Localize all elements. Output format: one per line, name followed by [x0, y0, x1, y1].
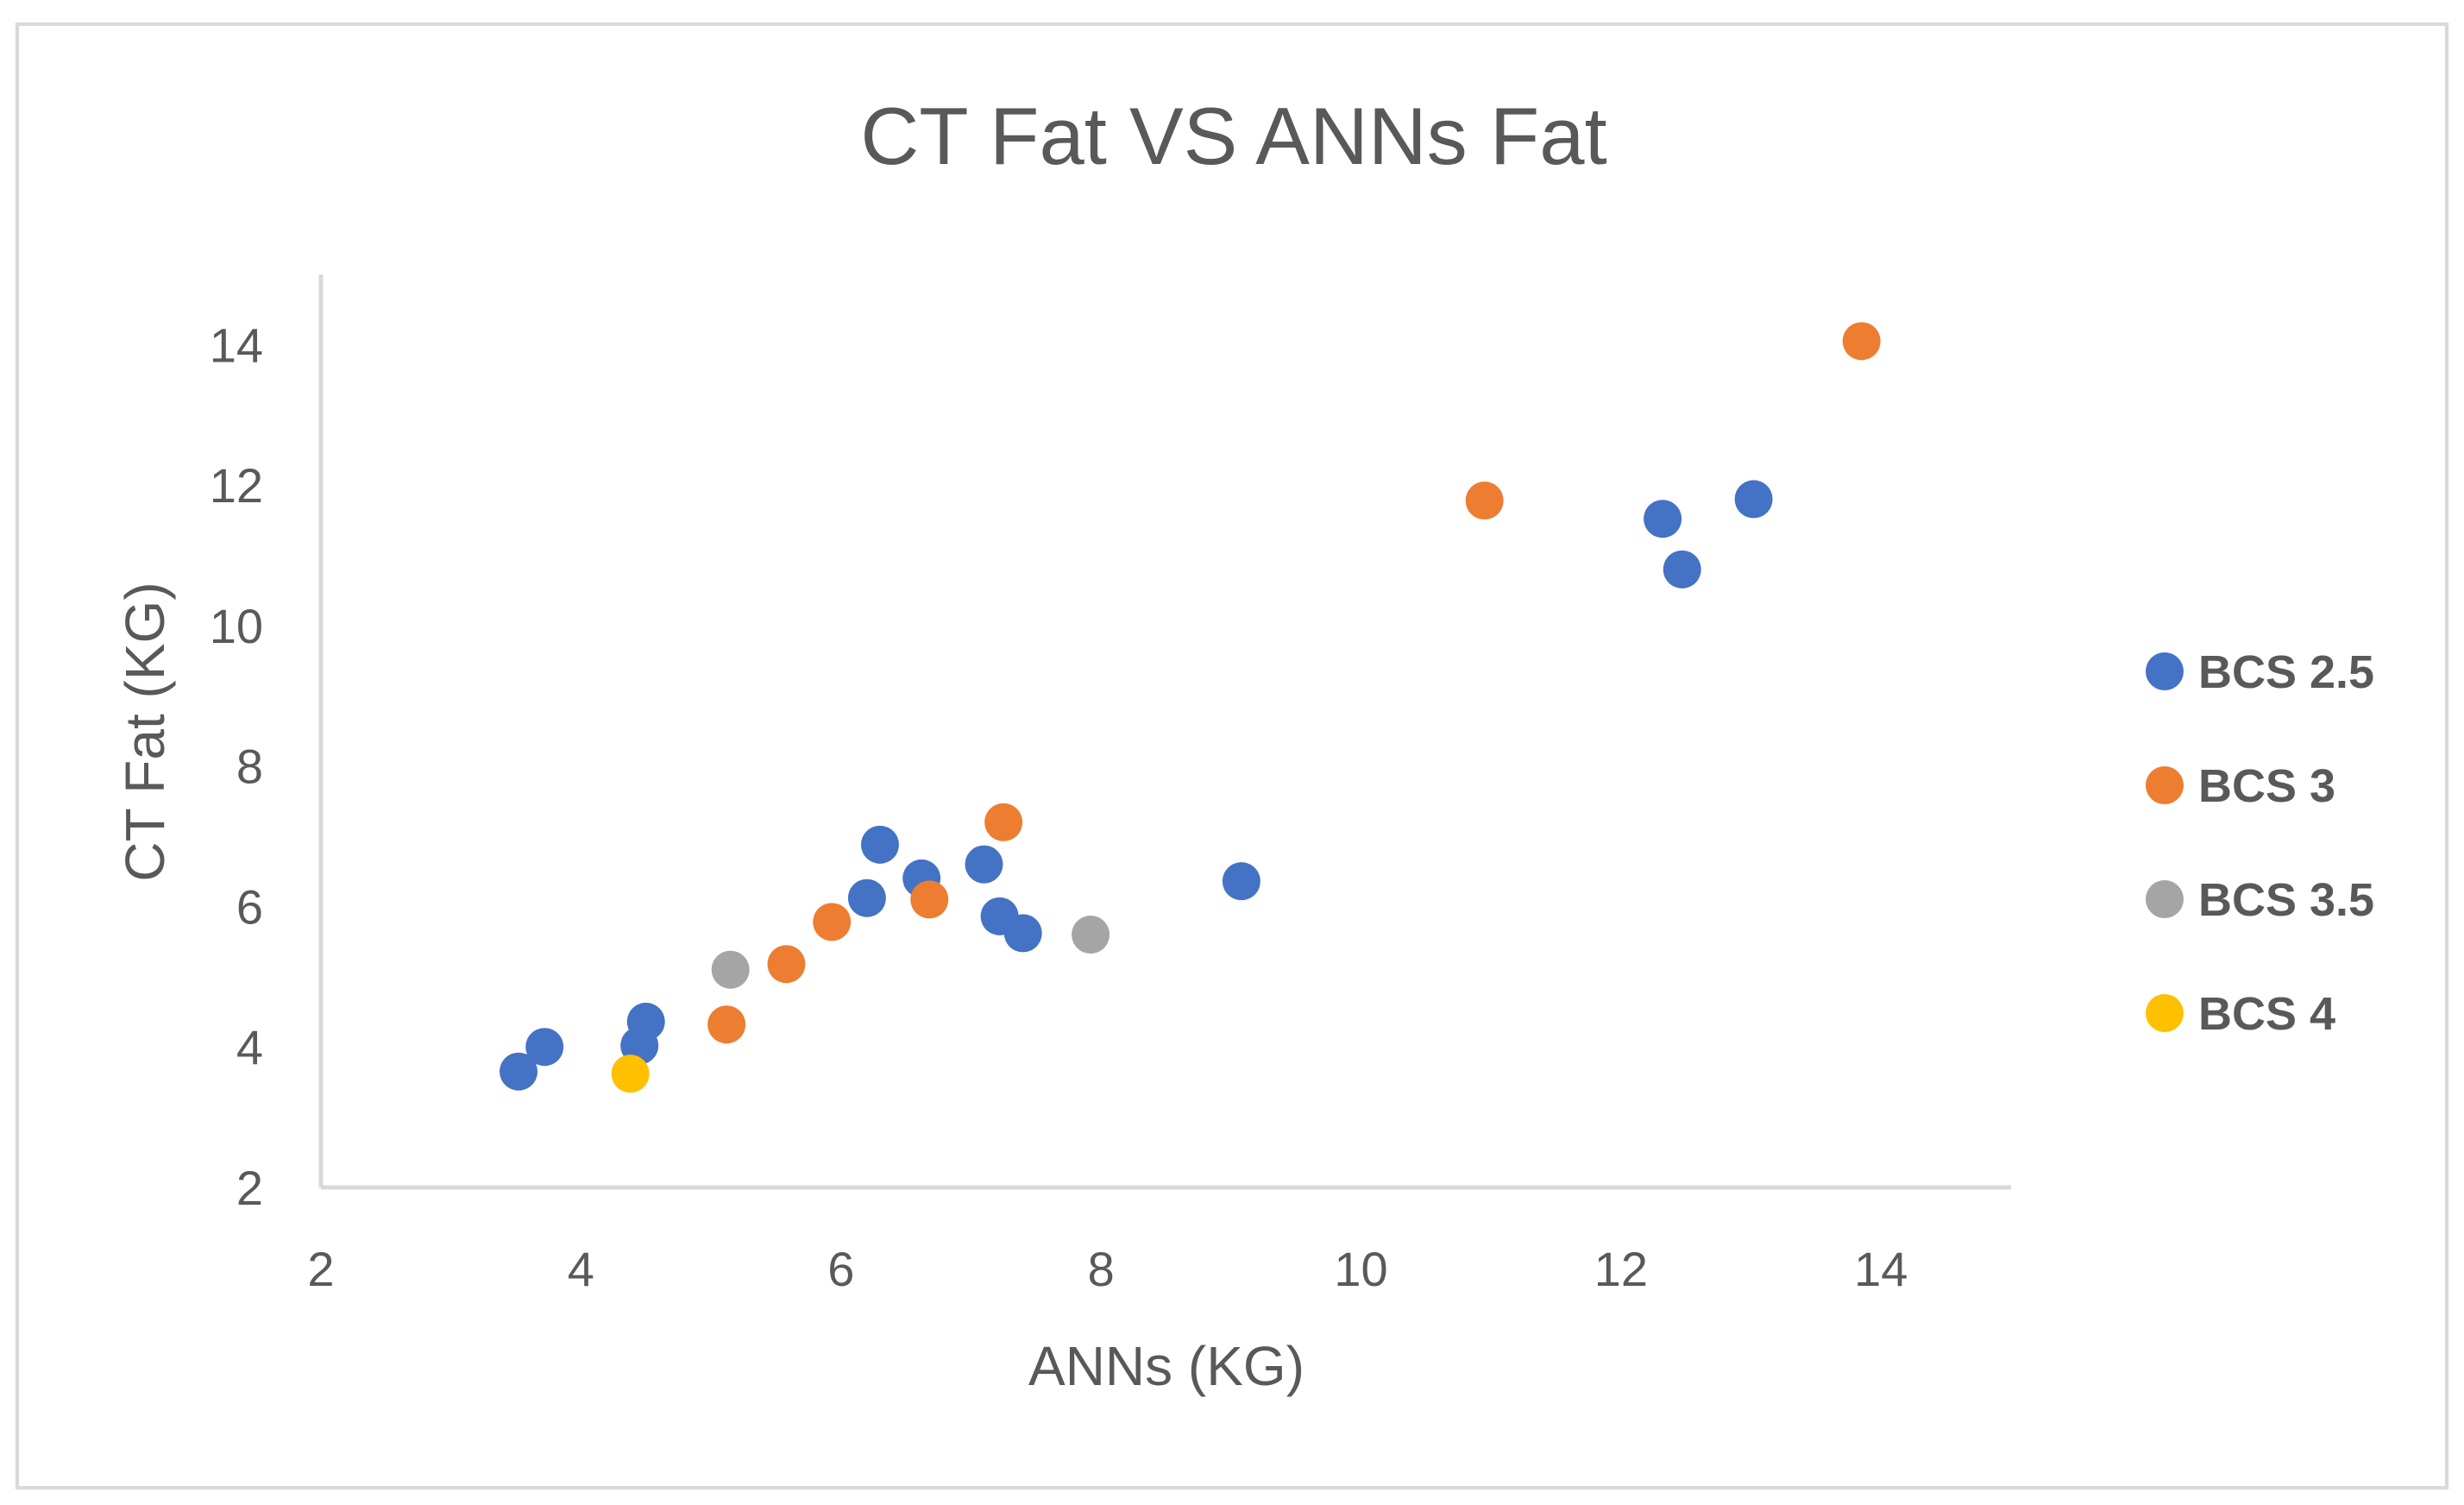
data-points	[500, 322, 1881, 1093]
legend-marker	[2146, 994, 2184, 1032]
legend: BCS 2.5 BCS 3 BCS 3.5 BCS 4	[2146, 646, 2374, 1040]
x-tick-label: 4	[568, 1242, 594, 1296]
legend-marker	[2146, 652, 2184, 690]
x-tick-label: 6	[827, 1242, 854, 1296]
data-point	[984, 803, 1023, 841]
data-point	[1644, 500, 1682, 538]
x-tick-label: 10	[1334, 1242, 1387, 1296]
y-tick-label: 12	[210, 458, 263, 513]
data-point	[1222, 862, 1260, 901]
x-tick-label: 2	[307, 1242, 334, 1296]
data-point	[1734, 480, 1773, 519]
data-point	[1663, 550, 1701, 589]
data-point	[965, 845, 1003, 884]
legend-label: BCS 4	[2198, 988, 2335, 1040]
legend-label: BCS 3	[2198, 760, 2335, 812]
x-tick-label: 8	[1088, 1242, 1115, 1296]
y-tick-label: 4	[236, 1020, 263, 1074]
y-tick-label: 14	[210, 318, 263, 372]
y-tick-label: 2	[236, 1161, 263, 1215]
y-axis-title: CT Fat (KG)	[114, 582, 176, 881]
data-point	[707, 1005, 746, 1044]
x-axis-title: ANNs (KG)	[1028, 1335, 1304, 1397]
data-point	[910, 880, 949, 919]
y-tick-label: 8	[236, 740, 263, 794]
data-point	[847, 878, 886, 917]
data-point	[860, 825, 899, 864]
data-point	[1842, 322, 1881, 361]
legend-marker	[2146, 766, 2184, 804]
y-tick-labels: 2 4 6 8 10 12 14	[210, 318, 263, 1215]
x-tick-label: 12	[1594, 1242, 1648, 1296]
data-point	[1003, 914, 1042, 953]
x-tick-labels: 2 4 6 8 10 12 14	[307, 1242, 1908, 1296]
legend-label: BCS 2.5	[2198, 646, 2374, 698]
legend-label: BCS 3.5	[2198, 874, 2374, 926]
chart-frame	[16, 22, 2448, 1489]
data-point	[767, 945, 806, 984]
data-point	[611, 1055, 650, 1093]
data-point	[525, 1028, 564, 1067]
data-point	[1072, 916, 1110, 954]
data-point	[1465, 482, 1504, 520]
chart-title: CT Fat VS ANNs Fat	[860, 91, 1606, 181]
data-point	[711, 950, 750, 989]
data-point	[626, 1002, 665, 1041]
data-point	[500, 1052, 538, 1091]
y-tick-label: 10	[210, 599, 263, 653]
y-tick-label: 6	[236, 879, 263, 934]
legend-marker	[2146, 880, 2184, 918]
data-point	[813, 903, 852, 941]
x-tick-label: 14	[1854, 1242, 1908, 1296]
